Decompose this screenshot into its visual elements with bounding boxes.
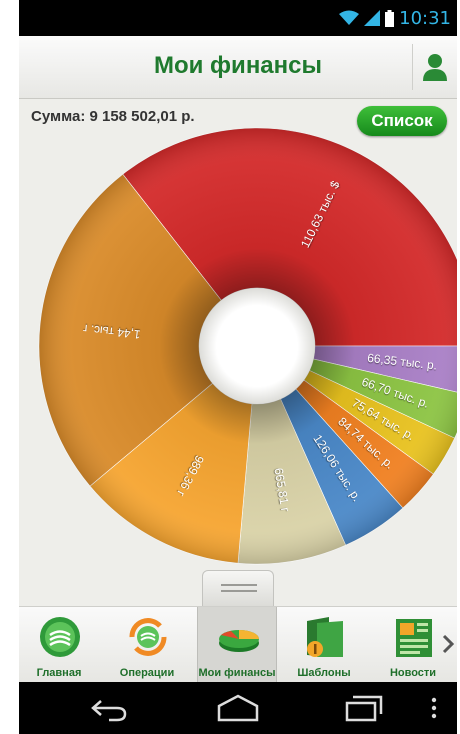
user-icon [423, 54, 447, 81]
content-area: 110,63 тыс. $66,35 тыс. р. 66,70 тыс. р. 7… [19, 99, 457, 606]
profile-button[interactable] [412, 44, 457, 90]
tab-label: Новости [389, 667, 437, 679]
tab-operations[interactable]: Операции [107, 607, 187, 683]
tab-label: Шаблоны [297, 667, 351, 679]
sberbank-logo-icon [40, 617, 80, 657]
tab-my-finances[interactable]: Мои финансы [197, 607, 277, 683]
phone-screen: 10:31 Мои финансы [19, 0, 457, 734]
recent-apps-icon[interactable] [341, 694, 387, 722]
total-sum: Сумма: 9 158 502,01 р. [31, 108, 195, 125]
menu-icon[interactable] [421, 694, 447, 722]
donut-chart[interactable]: 110,63 тыс. $66,35 тыс. р.66,70 тыс. р.7… [19, 99, 457, 606]
tab-label: Операции [119, 667, 175, 679]
operations-icon [129, 618, 167, 656]
tab-news[interactable]: Новости [373, 607, 453, 683]
folder-icon [307, 617, 343, 657]
tab-label: Мои финансы [198, 667, 276, 679]
tab-label: Главная [36, 667, 82, 679]
page-title: Мои финансы [153, 52, 322, 79]
pie-chart-icon [219, 630, 259, 652]
battery-icon [385, 9, 395, 27]
chart-slice-label: 1,44 тыс. г [82, 322, 142, 342]
wifi-icon [339, 10, 360, 25]
drawer-handle[interactable] [202, 570, 274, 606]
back-icon[interactable] [87, 694, 133, 722]
news-icon [396, 619, 432, 657]
bottom-tab-bar: Главная Операции Мои финансы [19, 606, 457, 683]
status-time: 10:31 [399, 7, 451, 29]
status-bar: 10:31 [19, 0, 457, 36]
tab-templates[interactable]: Шаблоны [284, 607, 364, 683]
system-nav-bar [19, 682, 457, 734]
chevron-right-icon[interactable] [441, 633, 455, 655]
list-button[interactable]: Список [357, 106, 447, 136]
donut-center [199, 288, 315, 404]
title-bar: Мои финансы [19, 36, 457, 99]
tab-main[interactable]: Главная [19, 607, 99, 683]
home-icon[interactable] [215, 694, 261, 722]
signal-icon [364, 10, 381, 26]
